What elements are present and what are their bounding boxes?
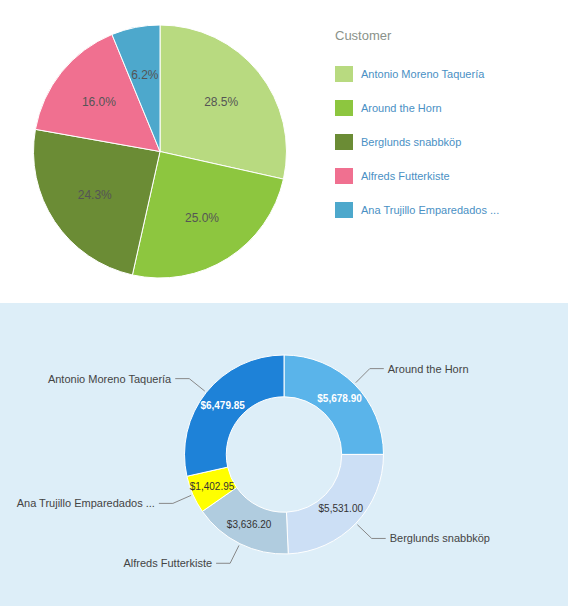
legend-entry: Berglunds snabbköp <box>361 136 461 148</box>
leader-line <box>356 369 384 383</box>
pie-slice <box>112 25 160 152</box>
legend-swatch <box>335 168 353 184</box>
chart-root: 28.5% 25.0% 24.3% 16.0% 6.2% Customer Antonio … <box>0 0 568 606</box>
legend-entry: Alfreds Futterkiste <box>361 170 450 182</box>
legend-entry: Around the Horn <box>361 102 442 114</box>
leader-line <box>159 495 191 503</box>
legend-swatch <box>335 134 353 150</box>
legend-entry: Antonio Moreno Taquería <box>361 68 485 80</box>
slices <box>34 25 287 278</box>
leader-line <box>357 525 385 539</box>
slice-label: Around the Horn <box>388 363 469 375</box>
legend-title: Customer <box>335 28 392 43</box>
leader-line <box>175 379 205 391</box>
slice-label: Alfreds Futterkiste <box>123 557 212 569</box>
donut-slice <box>284 355 383 454</box>
slice-label: Antonio Moreno Taquería <box>48 373 172 385</box>
legend-swatch <box>335 66 353 82</box>
data-label: 28.5% <box>204 95 238 109</box>
data-label: 24.3% <box>78 188 112 202</box>
data-label: 6.2% <box>131 68 159 82</box>
legend-entry: Ana Trujillo Emparedados ... <box>361 204 499 216</box>
pie-chart: 28.5% 25.0% 24.3% 16.0% 6.2% Customer Antonio … <box>34 25 500 278</box>
panel-background <box>0 303 568 606</box>
donut-chart: $5,678.90 $5,531.00 $3,636.20 $1,402.95 $6,4… <box>0 303 568 606</box>
data-label: $3,636.20 <box>227 519 272 530</box>
slice-label: Berglunds snabbköp <box>390 532 490 544</box>
legend-swatch <box>335 100 353 116</box>
legend-swatch <box>335 202 353 218</box>
slices <box>185 355 384 554</box>
data-label: $6,479.85 <box>200 400 245 411</box>
data-label: 16.0% <box>82 95 116 109</box>
legend: Customer Antonio Moreno Taquería Around th… <box>335 28 499 218</box>
data-label: 25.0% <box>185 211 219 225</box>
leader-line <box>216 545 239 563</box>
slice-label: Ana Trujillo Emparedados ... <box>17 497 155 509</box>
annotations: Around the Horn Berglunds snabbköp Alfreds… <box>17 363 490 570</box>
donut-slice <box>185 355 285 476</box>
chart-svg: 28.5% 25.0% 24.3% 16.0% 6.2% Customer Antonio … <box>0 0 568 606</box>
data-label: $5,531.00 <box>319 503 364 514</box>
data-label: $1,402.95 <box>190 481 235 492</box>
donut-slice <box>286 454 383 554</box>
data-label: $5,678.90 <box>317 393 362 404</box>
pie-slice <box>34 129 160 275</box>
